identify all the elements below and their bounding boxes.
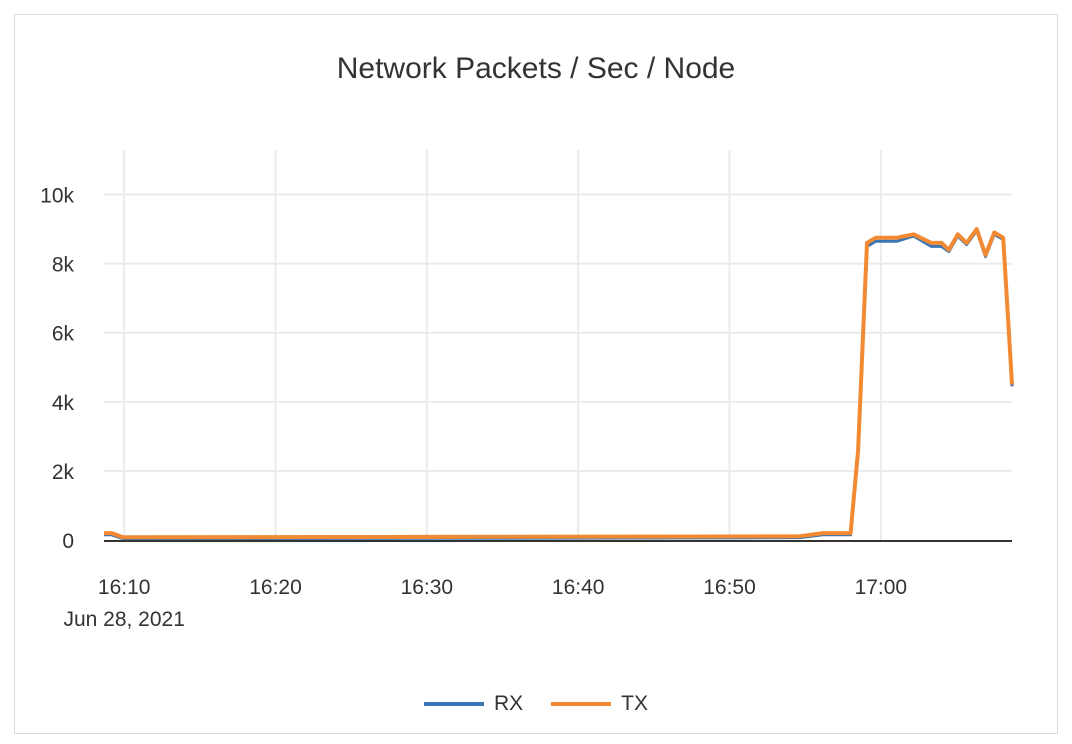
y-tick-label: 4k — [52, 392, 75, 415]
y-tick-label: 0 — [62, 530, 74, 553]
chart-card — [14, 14, 1058, 734]
x-tick-label: 16:20 — [249, 576, 302, 599]
y-tick-label: 8k — [52, 254, 75, 277]
x-date-label: Jun 28, 2021 — [63, 608, 184, 631]
series-line-rx — [104, 229, 1014, 541]
y-tick-label: 2k — [52, 461, 75, 484]
x-tick-label: 16:40 — [552, 576, 605, 599]
legend-item-tx[interactable]: TX — [551, 692, 648, 716]
x-tick-label: 16:30 — [401, 576, 454, 599]
y-tick-label: 10k — [40, 185, 74, 208]
x-tick-label: 17:00 — [855, 576, 908, 599]
legend-swatch-tx — [551, 702, 612, 706]
x-tick-label: 16:10 — [98, 576, 151, 599]
series-line-tx — [104, 227, 1014, 540]
legend: RX TX — [0, 692, 1072, 716]
legend-item-rx[interactable]: RX — [423, 692, 524, 716]
legend-swatch-rx — [423, 702, 484, 706]
legend-label-rx: RX — [493, 692, 524, 715]
y-tick-label: 6k — [52, 323, 75, 346]
chart-title: Network Packets / Sec / Node — [336, 52, 736, 85]
x-tick-label: 16:50 — [703, 576, 756, 599]
legend-label-tx: TX — [621, 692, 649, 715]
